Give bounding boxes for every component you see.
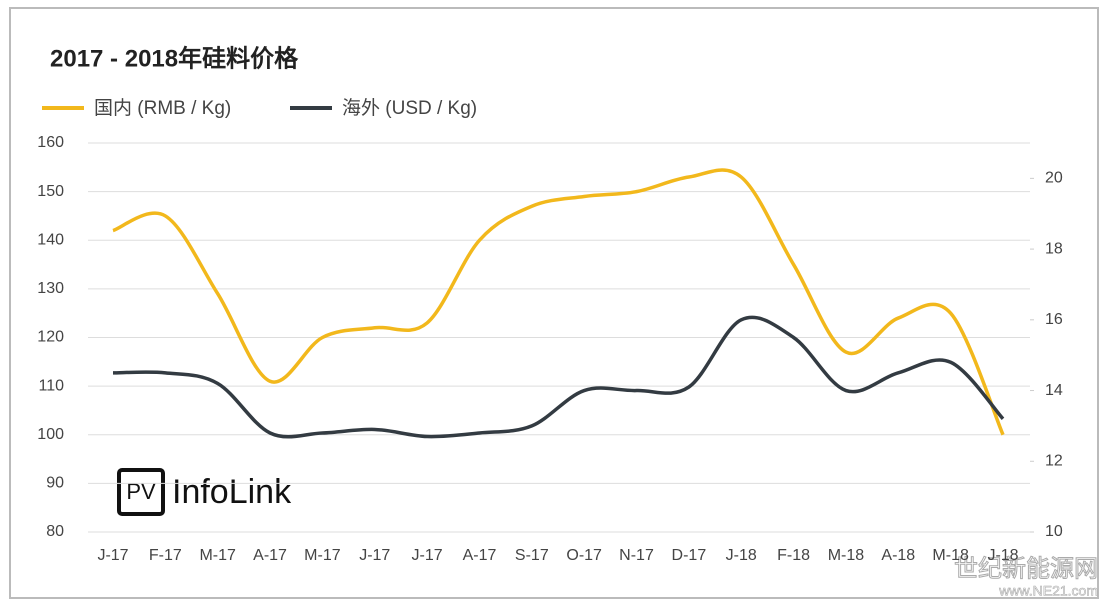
logo-box xyxy=(117,468,165,516)
x-tick-label: M-17 xyxy=(304,547,341,564)
y-tick-label: 100 xyxy=(37,426,64,443)
y2-tick-label: 20 xyxy=(1045,170,1063,187)
x-tick-label: J-18 xyxy=(987,547,1018,564)
y-tick-label: 80 xyxy=(46,523,64,540)
y-tick-label: 150 xyxy=(37,183,64,200)
frame xyxy=(9,7,1099,599)
x-tick-label: F-17 xyxy=(149,547,182,564)
y-tick-label: 130 xyxy=(37,280,64,297)
x-tick-label: N-17 xyxy=(619,547,654,564)
legend-label: 海外 (USD / Kg) xyxy=(342,97,477,119)
y-tick-label: 110 xyxy=(38,377,64,394)
x-tick-label: J-17 xyxy=(412,547,443,564)
x-tick-label: M-18 xyxy=(932,547,969,564)
watermark: 世纪新能源网 xyxy=(954,555,1098,582)
x-tick-label: S-17 xyxy=(515,547,549,564)
y2-tick-label: 18 xyxy=(1045,240,1063,257)
x-tick-label: A-18 xyxy=(881,547,915,564)
y-tick-label: 140 xyxy=(37,231,64,248)
y2-tick-label: 12 xyxy=(1045,452,1063,469)
series-line xyxy=(112,168,1005,436)
x-tick-label: O-17 xyxy=(566,547,602,564)
x-tick-label: A-17 xyxy=(463,547,497,564)
logo-badge: PV xyxy=(126,479,156,504)
x-tick-label: J-17 xyxy=(359,547,390,564)
y2-tick-label: 16 xyxy=(1045,311,1063,328)
y-tick-label: 120 xyxy=(37,329,64,346)
x-tick-label: J-18 xyxy=(726,547,757,564)
y2-tick-label: 10 xyxy=(1045,523,1063,540)
x-tick-label: J-17 xyxy=(97,547,128,564)
watermark: www.NE21.com xyxy=(998,583,1098,599)
y2-tick-label: 14 xyxy=(1045,382,1063,399)
x-tick-label: M-18 xyxy=(828,547,865,564)
y-tick-label: 90 xyxy=(46,475,64,492)
legend-label: 国内 (RMB / Kg) xyxy=(94,97,231,119)
x-tick-label: F-18 xyxy=(777,547,810,564)
x-tick-label: A-17 xyxy=(253,547,287,564)
x-tick-label: D-17 xyxy=(672,547,707,564)
series-line xyxy=(112,315,1005,439)
logo: PV InfoLink xyxy=(117,468,292,516)
x-tick-label: M-17 xyxy=(199,547,236,564)
y-tick-label: 160 xyxy=(37,134,64,151)
chart-title: 2017 - 2018年硅料价格 xyxy=(50,44,299,72)
logo-name: InfoLink xyxy=(172,473,292,511)
